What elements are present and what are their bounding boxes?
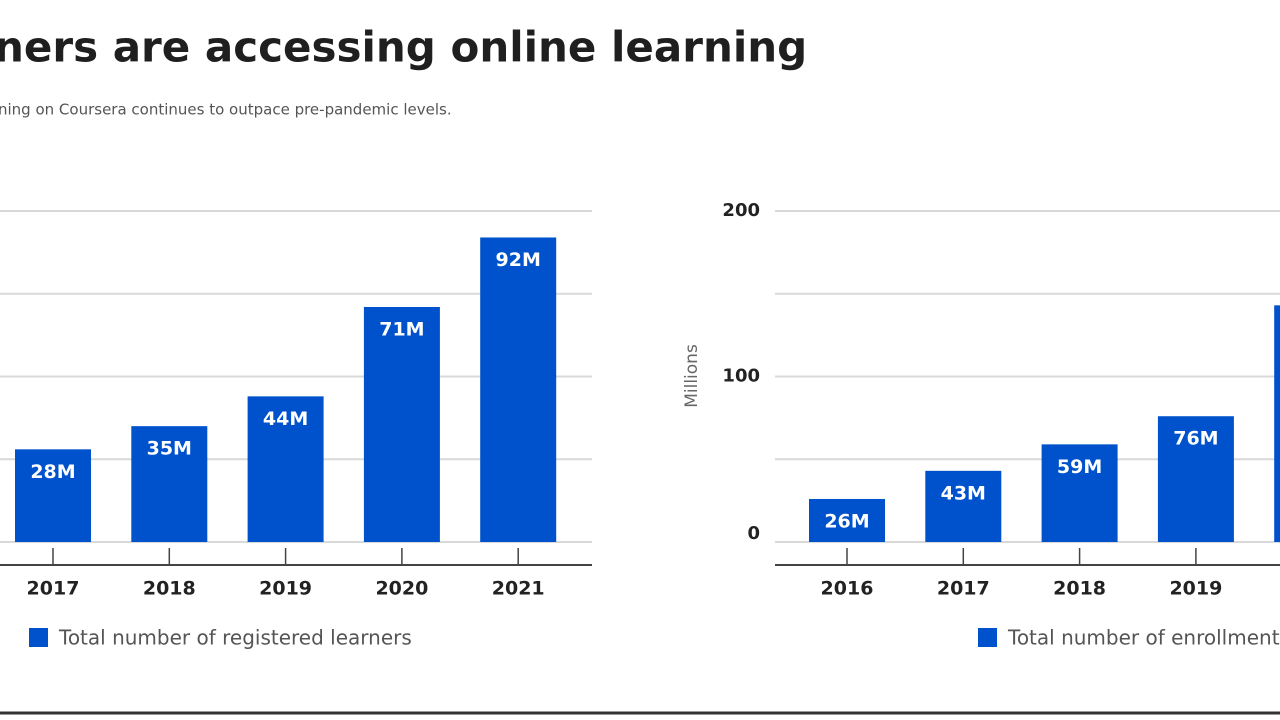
data-label: 92M [496,249,541,271]
x-tick-label: 2019 [259,578,312,600]
x-tick-label: 2016 [821,578,874,600]
x-tick-label: 2019 [1169,578,1222,600]
bar [1157,416,1234,542]
bar [925,470,1002,542]
bar [247,396,324,542]
x-tick-label: 2018 [1053,578,1106,600]
y-tick-label: 100 [722,366,760,387]
bar [1274,305,1280,542]
bar [363,306,440,542]
x-tick-label: 2017 [937,578,990,600]
data-label: 59M [1057,456,1102,478]
x-tick-label: 2020 [375,578,428,600]
bar [15,449,91,542]
data-label: 71M [379,318,424,340]
legend-swatch [978,628,997,647]
x-tick-label: 2017 [27,578,80,600]
page-subtitle: ning on Coursera continues to outpace pr… [0,101,452,119]
legend-label: Total number of registered learners [58,626,412,650]
bar [809,498,885,542]
data-label: 28M [30,461,75,483]
y-tick-label: 200 [722,200,760,221]
bar [131,426,208,542]
y-axis-label: Millions [682,344,702,408]
data-label: 26M [824,510,869,532]
y-tick-label: 0 [747,523,760,544]
x-tick-label: 2021 [492,578,545,600]
x-tick-label: 2018 [143,578,196,600]
data-label: 76M [1173,428,1218,450]
legend-swatch [29,628,48,647]
data-label: 35M [147,438,192,460]
page-title: ners are accessing online learning [0,23,807,72]
bar [1041,444,1118,542]
legend-label: Total number of enrollment [1007,626,1280,650]
data-label: 44M [263,408,308,430]
data-label: 43M [941,482,986,504]
bar [480,237,557,543]
